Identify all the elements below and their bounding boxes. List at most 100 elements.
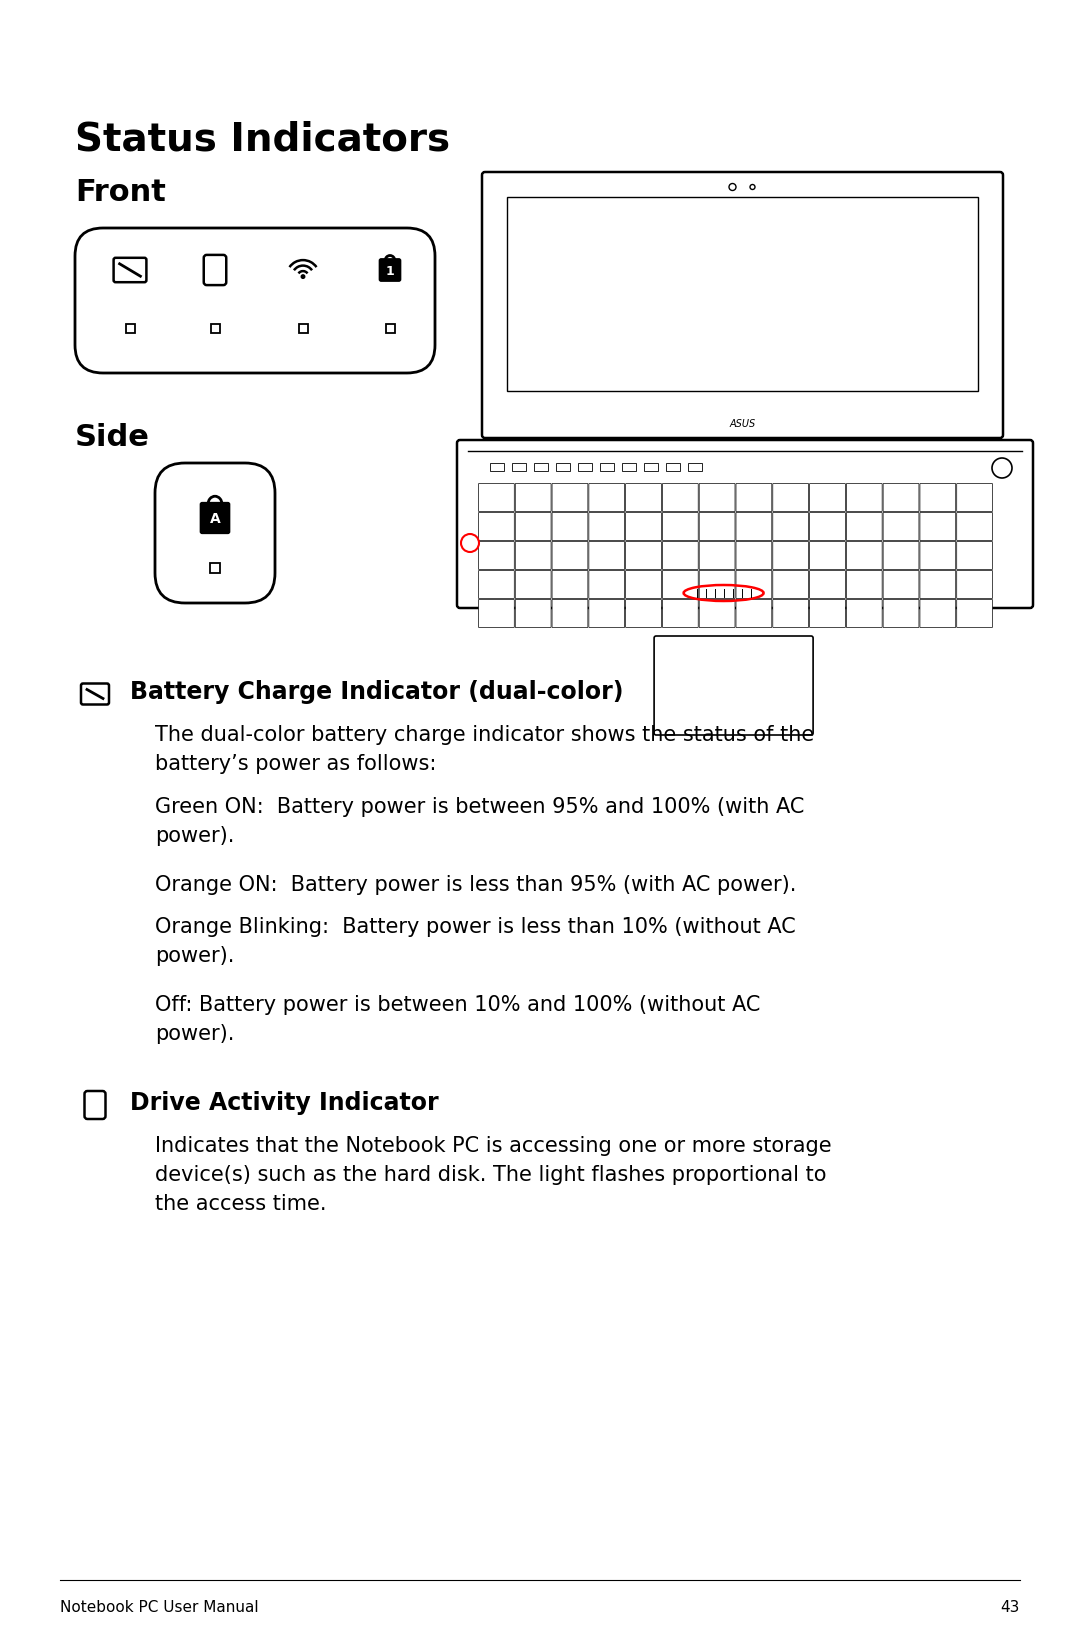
FancyBboxPatch shape (735, 513, 772, 540)
FancyBboxPatch shape (920, 542, 956, 569)
FancyBboxPatch shape (515, 571, 551, 599)
FancyBboxPatch shape (625, 599, 661, 628)
FancyBboxPatch shape (589, 542, 624, 569)
Bar (298, 324, 308, 332)
FancyBboxPatch shape (201, 503, 229, 534)
Circle shape (993, 457, 1012, 478)
FancyBboxPatch shape (478, 483, 514, 511)
FancyBboxPatch shape (625, 483, 661, 511)
FancyBboxPatch shape (662, 542, 698, 569)
FancyBboxPatch shape (156, 464, 275, 604)
Bar (600, 464, 615, 470)
FancyBboxPatch shape (457, 439, 1032, 608)
Bar (210, 563, 220, 573)
FancyBboxPatch shape (699, 571, 735, 599)
FancyBboxPatch shape (589, 599, 624, 628)
FancyBboxPatch shape (204, 255, 226, 285)
FancyBboxPatch shape (773, 571, 809, 599)
Text: Orange Blinking:  Battery power is less than 10% (without AC
power).: Orange Blinking: Battery power is less t… (156, 918, 796, 966)
Bar (507, 197, 978, 390)
FancyBboxPatch shape (662, 571, 698, 599)
Bar (386, 324, 394, 332)
FancyBboxPatch shape (957, 599, 993, 628)
FancyBboxPatch shape (810, 542, 846, 569)
FancyBboxPatch shape (552, 542, 588, 569)
FancyBboxPatch shape (957, 513, 993, 540)
FancyBboxPatch shape (552, 483, 588, 511)
FancyBboxPatch shape (883, 542, 919, 569)
FancyBboxPatch shape (552, 513, 588, 540)
FancyBboxPatch shape (552, 599, 588, 628)
Text: 1: 1 (386, 265, 394, 278)
FancyBboxPatch shape (735, 599, 772, 628)
FancyBboxPatch shape (478, 599, 514, 628)
FancyBboxPatch shape (662, 483, 698, 511)
Text: A: A (210, 513, 220, 526)
Bar (688, 464, 702, 470)
FancyBboxPatch shape (773, 513, 809, 540)
FancyBboxPatch shape (810, 599, 846, 628)
FancyBboxPatch shape (478, 571, 514, 599)
Text: 43: 43 (1001, 1599, 1020, 1616)
FancyBboxPatch shape (920, 513, 956, 540)
FancyBboxPatch shape (920, 483, 956, 511)
Text: Orange ON:  Battery power is less than 95% (with AC power).: Orange ON: Battery power is less than 95… (156, 875, 796, 895)
FancyBboxPatch shape (552, 571, 588, 599)
FancyBboxPatch shape (625, 571, 661, 599)
FancyBboxPatch shape (735, 571, 772, 599)
FancyBboxPatch shape (810, 513, 846, 540)
FancyBboxPatch shape (699, 483, 735, 511)
FancyBboxPatch shape (847, 513, 882, 540)
FancyBboxPatch shape (773, 483, 809, 511)
FancyBboxPatch shape (589, 483, 624, 511)
FancyBboxPatch shape (380, 259, 401, 281)
Bar (534, 464, 548, 470)
FancyBboxPatch shape (847, 542, 882, 569)
Text: Battery Charge Indicator (dual-color): Battery Charge Indicator (dual-color) (130, 680, 623, 704)
FancyBboxPatch shape (113, 257, 147, 281)
FancyBboxPatch shape (84, 1092, 106, 1119)
FancyBboxPatch shape (75, 228, 435, 373)
FancyBboxPatch shape (957, 542, 993, 569)
FancyBboxPatch shape (478, 513, 514, 540)
FancyBboxPatch shape (625, 542, 661, 569)
FancyBboxPatch shape (699, 542, 735, 569)
Text: Notebook PC User Manual: Notebook PC User Manual (60, 1599, 258, 1616)
FancyBboxPatch shape (883, 599, 919, 628)
FancyBboxPatch shape (735, 483, 772, 511)
Circle shape (750, 184, 755, 189)
Text: Drive Activity Indicator: Drive Activity Indicator (130, 1092, 438, 1114)
Text: Side: Side (75, 423, 150, 452)
FancyBboxPatch shape (515, 513, 551, 540)
Bar (622, 464, 636, 470)
FancyBboxPatch shape (662, 599, 698, 628)
Bar (556, 464, 570, 470)
Circle shape (301, 275, 305, 278)
FancyBboxPatch shape (883, 571, 919, 599)
FancyBboxPatch shape (847, 599, 882, 628)
FancyBboxPatch shape (81, 683, 109, 704)
FancyBboxPatch shape (478, 542, 514, 569)
Bar (211, 324, 219, 332)
FancyBboxPatch shape (810, 571, 846, 599)
FancyBboxPatch shape (847, 483, 882, 511)
FancyBboxPatch shape (625, 513, 661, 540)
FancyBboxPatch shape (699, 599, 735, 628)
FancyBboxPatch shape (589, 513, 624, 540)
FancyBboxPatch shape (883, 483, 919, 511)
FancyBboxPatch shape (482, 172, 1003, 438)
FancyBboxPatch shape (957, 483, 993, 511)
FancyBboxPatch shape (773, 599, 809, 628)
FancyBboxPatch shape (847, 571, 882, 599)
FancyBboxPatch shape (515, 542, 551, 569)
FancyBboxPatch shape (515, 599, 551, 628)
Text: The dual-color battery charge indicator shows the status of the
battery’s power : The dual-color battery charge indicator … (156, 726, 814, 774)
FancyBboxPatch shape (735, 542, 772, 569)
Text: ASUS: ASUS (729, 420, 756, 430)
FancyBboxPatch shape (920, 571, 956, 599)
Text: Indicates that the Notebook PC is accessing one or more storage
device(s) such a: Indicates that the Notebook PC is access… (156, 1136, 832, 1214)
Text: Green ON:  Battery power is between 95% and 100% (with AC
power).: Green ON: Battery power is between 95% a… (156, 797, 805, 846)
FancyBboxPatch shape (883, 513, 919, 540)
Text: Status Indicators: Status Indicators (75, 120, 450, 158)
FancyBboxPatch shape (699, 513, 735, 540)
